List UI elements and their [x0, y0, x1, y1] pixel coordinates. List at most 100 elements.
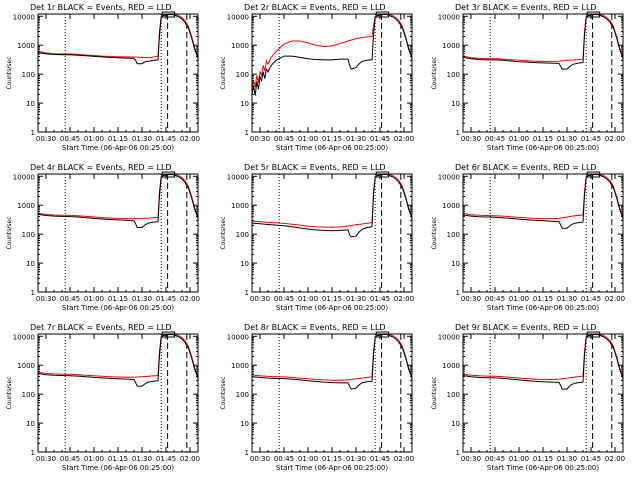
x-tick-label: 01:15	[108, 295, 128, 303]
y-tick-label: 1	[245, 449, 249, 457]
events-series-line	[463, 334, 623, 390]
lld-series-line	[38, 14, 198, 59]
panel-title: Det 2r BLACK = Events, RED = LLD	[244, 3, 386, 12]
x-tick-label: 01:45	[370, 455, 390, 463]
x-tick-label: 02:00	[605, 455, 625, 463]
y-tick-label: 1000	[442, 202, 460, 210]
y-tick-label: 10	[240, 420, 249, 428]
series-group	[38, 14, 198, 65]
events-series-line	[38, 334, 198, 387]
x-tick-label: 02:00	[394, 455, 414, 463]
x-tick-label: 01:00	[298, 455, 318, 463]
y-tick-label: 100	[447, 391, 460, 399]
x-tick-label: 01:45	[370, 295, 390, 303]
y-tick-label: 1	[245, 289, 249, 297]
panel-title: Det 8r BLACK = Events, RED = LLD	[244, 323, 386, 332]
y-axis-label: Counts/sec	[6, 376, 13, 409]
y-tick-label: 1	[456, 129, 460, 137]
y-tick-label: 10000	[13, 173, 35, 181]
y-tick-label: 1000	[442, 42, 460, 50]
y-tick-label: 1000	[442, 362, 460, 370]
y-tick-label: 1000	[17, 202, 35, 210]
y-tick-label: 10000	[438, 13, 460, 21]
x-tick-label: 00:45	[485, 295, 505, 303]
x-axis-label: Start Time (06-Apr-06 00:25:00)	[487, 304, 599, 312]
y-axis-label: Counts/sec	[220, 216, 227, 249]
x-tick-label: 01:30	[346, 455, 366, 463]
x-tick-label: 01:15	[108, 455, 128, 463]
x-tick-label: 00:30	[36, 455, 56, 463]
x-tick-label: 01:45	[156, 135, 176, 143]
x-tick-label: 01:00	[298, 295, 318, 303]
y-tick-label: 100	[236, 391, 249, 399]
series-group	[463, 174, 623, 229]
x-tick-label: 00:30	[250, 135, 270, 143]
x-tick-label: 01:00	[84, 295, 104, 303]
y-tick-label: 10	[26, 420, 35, 428]
y-tick-label: 10000	[227, 333, 249, 341]
x-tick-label: 01:15	[322, 455, 342, 463]
y-tick-label: 1000	[231, 362, 249, 370]
x-tick-label: 00:30	[250, 295, 270, 303]
y-tick-label: 100	[22, 391, 35, 399]
series-group	[252, 14, 412, 96]
x-tick-label: 00:30	[36, 135, 56, 143]
series-group	[38, 334, 198, 387]
series-group	[252, 334, 412, 390]
panel-3r: Det 3r BLACK = Events, RED = LLD 1 10 100 10…	[431, 3, 625, 152]
events-series-line	[252, 334, 412, 390]
panel-9r: Det 9r BLACK = Events, RED = LLD 1 10 100 10…	[431, 323, 625, 472]
y-axis-label: Counts/sec	[431, 376, 438, 409]
series-group	[252, 174, 412, 238]
events-series-line	[252, 174, 412, 238]
panel-7r: Det 7r BLACK = Events, RED = LLD 1 10 100 10…	[6, 323, 200, 472]
y-axis-label: Counts/sec	[431, 216, 438, 249]
x-tick-label: 00:45	[485, 455, 505, 463]
x-axis-label: Start Time (06-Apr-06 00:25:00)	[487, 464, 599, 472]
x-tick-label: 02:00	[394, 295, 414, 303]
x-tick-label: 01:00	[509, 455, 529, 463]
x-tick-label: 01:15	[533, 455, 553, 463]
y-tick-label: 10	[451, 100, 460, 108]
x-tick-label: 00:45	[60, 295, 80, 303]
x-tick-label: 00:45	[60, 455, 80, 463]
y-tick-label: 1	[31, 449, 35, 457]
x-tick-label: 00:30	[461, 455, 481, 463]
events-series-line	[38, 174, 198, 228]
y-tick-label: 10000	[227, 173, 249, 181]
lld-series-line	[38, 334, 198, 378]
y-tick-label: 10000	[13, 13, 35, 21]
x-tick-label: 01:15	[108, 135, 128, 143]
y-axis-label: Counts/sec	[6, 216, 13, 249]
x-tick-label: 02:00	[605, 135, 625, 143]
x-tick-label: 01:15	[533, 135, 553, 143]
lld-series-line	[252, 174, 412, 228]
x-tick-label: 01:00	[509, 135, 529, 143]
x-tick-label: 01:30	[346, 135, 366, 143]
lld-series-line	[463, 174, 623, 220]
y-tick-label: 1	[31, 289, 35, 297]
y-tick-label: 1000	[17, 42, 35, 50]
x-tick-label: 01:30	[557, 455, 577, 463]
series-group	[463, 334, 623, 390]
events-series-line	[38, 14, 198, 65]
x-axis-label: Start Time (06-Apr-06 00:25:00)	[62, 464, 174, 472]
x-axis-label: Start Time (06-Apr-06 00:25:00)	[276, 144, 388, 152]
y-tick-label: 10	[451, 420, 460, 428]
x-tick-label: 01:00	[298, 135, 318, 143]
y-tick-label: 10	[451, 260, 460, 268]
y-tick-label: 100	[447, 71, 460, 79]
panel-1r: Det 1r BLACK = Events, RED = LLD 1 10 100 10…	[6, 3, 200, 152]
lld-series-line	[463, 334, 623, 380]
x-tick-label: 01:45	[370, 135, 390, 143]
x-tick-label: 00:45	[485, 135, 505, 143]
x-tick-label: 02:00	[180, 455, 200, 463]
x-tick-label: 02:00	[605, 295, 625, 303]
x-tick-label: 02:00	[180, 295, 200, 303]
y-tick-label: 1000	[17, 362, 35, 370]
x-tick-label: 00:45	[274, 295, 294, 303]
panel-title: Det 3r BLACK = Events, RED = LLD	[455, 3, 597, 12]
y-tick-label: 10000	[438, 173, 460, 181]
x-axis-label: Start Time (06-Apr-06 00:25:00)	[62, 304, 174, 312]
x-tick-label: 00:45	[274, 135, 294, 143]
